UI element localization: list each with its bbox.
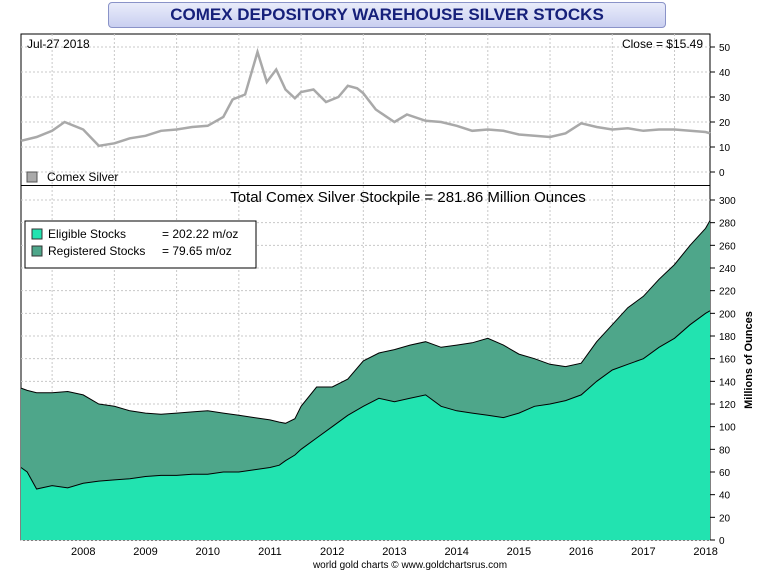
price-series-line [20, 47, 711, 148]
registered-stocks-area [21, 220, 710, 489]
y-axis-title: Millions of Ounces [743, 311, 755, 409]
x-tick-label: 2008 [71, 546, 95, 558]
stocks-y-tick-label: 280 [719, 219, 736, 230]
x-tick-label: 2016 [569, 546, 593, 558]
stocks-y-tick-label: 160 [719, 355, 736, 366]
price-legend-swatch [26, 171, 38, 183]
x-tick-label: 2009 [133, 546, 157, 558]
stocks-y-tick-label: 60 [719, 468, 731, 479]
stocks-y-tick-label: 40 [719, 491, 731, 502]
stocks-y-tick-label: 180 [719, 332, 736, 343]
stocks-y-tick-label: 0 [719, 536, 725, 547]
x-tick-label: 2012 [320, 546, 344, 558]
price-y-tick-label: 30 [719, 93, 731, 104]
stocks-y-tick-label: 200 [719, 309, 736, 320]
axes: 0 10 20 30 40 50 0 20 40 60 80 100 120 140 160 180 200 22… [71, 43, 736, 558]
stocks-panel [20, 220, 711, 540]
x-tick-label: 2010 [195, 546, 219, 558]
footer-credit: world gold charts © www.goldchartsrus.co… [312, 560, 507, 571]
stocks-y-tick-label: 240 [719, 264, 736, 275]
x-tick-label: 2011 [258, 546, 282, 558]
price-panel [20, 47, 711, 148]
stocks-y-tick-label: 220 [719, 287, 736, 298]
registered-legend-label: Registered Stocks [48, 244, 145, 258]
stocks-y-tick-label: 100 [719, 423, 736, 434]
eligible-legend-swatch [31, 228, 43, 240]
chart-title: COMEX DEPOSITORY WAREHOUSE SILVER STOCKS [108, 2, 666, 28]
stocks-legend-box [24, 220, 257, 269]
price-y-tick-label: 40 [719, 68, 731, 79]
stocks-y-tick-label: 120 [719, 400, 736, 411]
registered-legend-swatch [31, 245, 43, 257]
price-y-tick-label: 0 [719, 168, 725, 179]
x-tick-label: 2017 [631, 546, 655, 558]
stocks-y-tick-label: 260 [719, 241, 736, 252]
stocks-y-tick-label: 300 [719, 196, 736, 207]
stockpile-headline: Total Comex Silver Stockpile = 281.86 Mi… [230, 189, 586, 206]
stocks-y-tick-label: 80 [719, 445, 731, 456]
eligible-stocks-area [21, 310, 710, 540]
eligible-legend-value: = 202.22 m/oz [162, 227, 238, 241]
price-y-tick-label: 10 [719, 143, 731, 154]
eligible-stocks-line [20, 310, 711, 490]
x-tick-label: 2013 [382, 546, 406, 558]
stocks-y-tick-label: 140 [719, 377, 736, 388]
price-y-tick-label: 20 [719, 118, 731, 129]
eligible-legend-label: Eligible Stocks [48, 227, 126, 241]
price-date-label: Jul-27 2018 [27, 37, 90, 51]
price-close-label: Close = $15.49 [622, 37, 703, 51]
price-y-tick-label: 50 [719, 43, 731, 54]
price-legend-label: Comex Silver [47, 170, 118, 184]
stocks-y-tick-label: 20 [719, 513, 731, 524]
registered-legend-value: = 79.65 m/oz [162, 244, 232, 258]
x-tick-label: 2018 [693, 546, 717, 558]
x-tick-label: 2015 [507, 546, 531, 558]
total-stocks-line [20, 220, 711, 424]
x-tick-label: 2014 [444, 546, 468, 558]
